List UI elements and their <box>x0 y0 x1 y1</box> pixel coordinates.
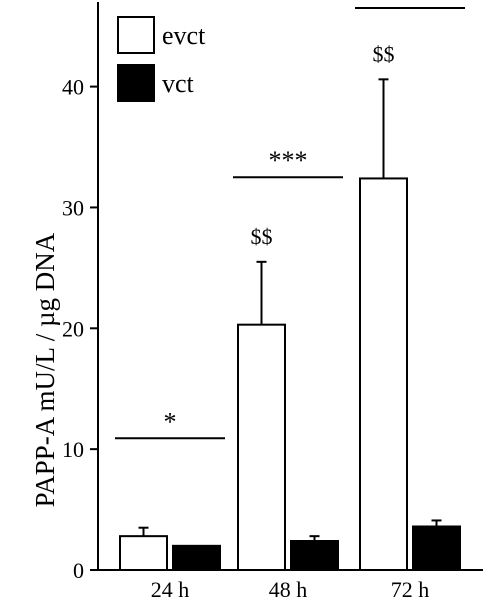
legend: evct vct <box>117 16 206 102</box>
y-axis-ticks: 0 10 20 30 40 <box>62 75 98 583</box>
significance-label: * <box>164 407 177 436</box>
bar-evct <box>237 323 286 571</box>
bar-evct <box>119 535 168 571</box>
y-tick-label: 40 <box>62 75 84 100</box>
bar-vct <box>290 539 339 571</box>
legend-label-vct: vct <box>162 69 195 98</box>
legend-swatch-vct <box>117 64 155 102</box>
y-axis-label: PAPP-A mU/L / µg DNA <box>30 232 60 507</box>
x-tick-label: 24 h <box>151 577 190 602</box>
y-tick-label: 30 <box>62 195 84 220</box>
bar-vct <box>412 525 461 571</box>
bar-evct <box>359 177 408 571</box>
x-tick-label: 48 h <box>269 577 308 602</box>
y-tick-label: 10 <box>62 437 84 462</box>
bar-annotation-label: $$ <box>251 224 273 249</box>
significance-label: ** <box>397 0 423 6</box>
bar-vct <box>172 544 221 571</box>
legend-label-evct: evct <box>162 21 206 50</box>
y-tick-label: 0 <box>73 558 84 583</box>
x-axis-tick-labels: 24 h 48 h 72 h <box>151 577 430 602</box>
significance-annotations: ******$$$$ <box>115 0 465 440</box>
bar-annotation-label: $$ <box>373 41 395 66</box>
legend-swatch-evct <box>117 16 155 54</box>
y-tick-label: 20 <box>62 316 84 341</box>
bars <box>119 78 461 571</box>
significance-label: *** <box>269 146 308 175</box>
x-tick-label: 72 h <box>391 577 430 602</box>
